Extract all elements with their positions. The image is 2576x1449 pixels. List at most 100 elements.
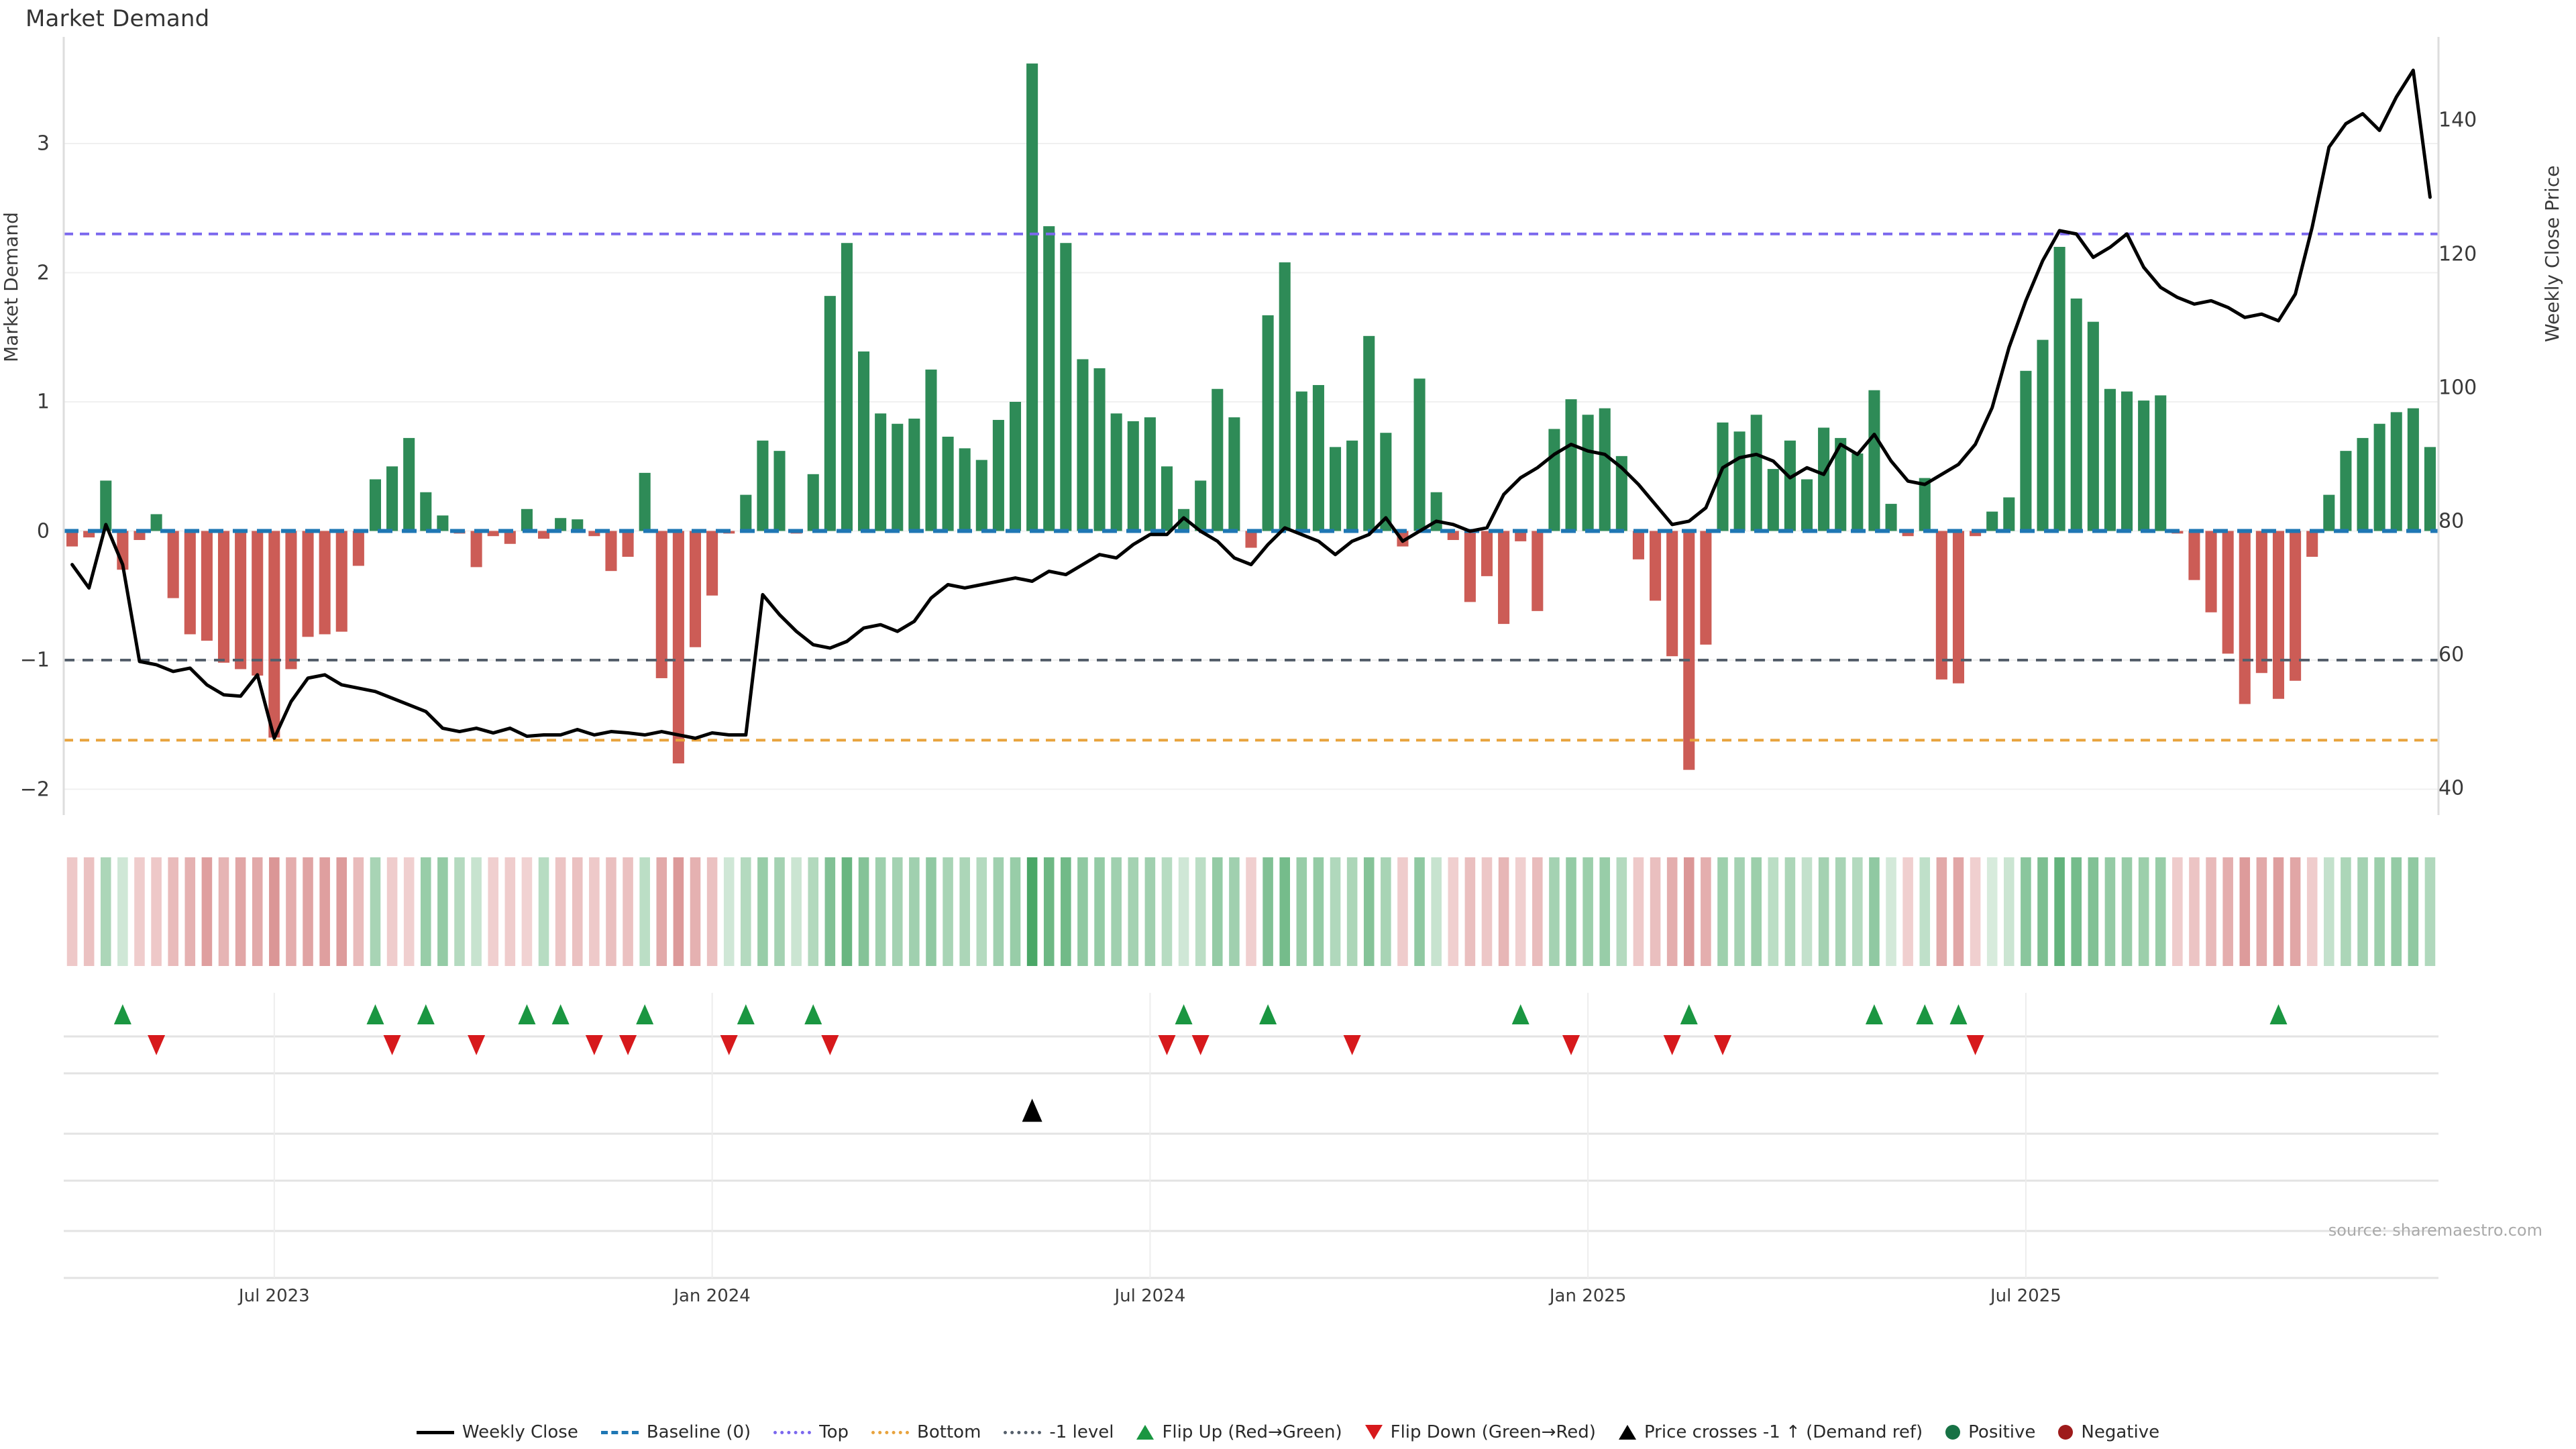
- legend-item[interactable]: Positive: [1945, 1422, 2035, 1442]
- demand-bar: [66, 531, 78, 547]
- flip-down-marker[interactable]: [585, 1035, 603, 1055]
- heatmap-cell: [1549, 857, 1560, 966]
- demand-bar: [504, 531, 516, 544]
- legend-item-label: Flip Down (Green→Red): [1390, 1422, 1596, 1442]
- demand-bar: [1397, 531, 1409, 547]
- flip-up-marker[interactable]: [113, 1004, 131, 1024]
- price-cross-marker[interactable]: [1022, 1098, 1042, 1122]
- heatmap-cell: [1061, 857, 1071, 966]
- demand-bar: [352, 531, 364, 566]
- flip-up-marker[interactable]: [366, 1004, 384, 1024]
- heatmap-cell: [1734, 857, 1745, 966]
- legend-item[interactable]: Baseline (0): [600, 1422, 751, 1442]
- heatmap-cell: [2256, 857, 2267, 966]
- dotted-orange-line-icon: [871, 1430, 910, 1434]
- demand-bar: [1986, 511, 1998, 531]
- flip-down-marker[interactable]: [821, 1035, 839, 1055]
- demand-bar: [1565, 399, 1577, 531]
- demand-bar: [487, 531, 499, 537]
- heatmap-cell: [959, 857, 970, 966]
- legend-item[interactable]: Price crosses -1 ↑ (Demand ref): [1618, 1422, 1923, 1442]
- heatmap-cell: [2037, 857, 2048, 966]
- heatmap-cell: [706, 857, 718, 966]
- heatmap-cell: [1094, 857, 1105, 966]
- flip-up-marker[interactable]: [804, 1004, 822, 1024]
- demand-bar: [1043, 226, 1055, 531]
- demand-bar: [420, 492, 432, 531]
- heatmap-cell: [1953, 857, 1964, 966]
- demand-bar: [1885, 504, 1897, 531]
- heatmap-cell: [2088, 857, 2099, 966]
- demand-bar: [1447, 531, 1459, 540]
- demand-bar: [1515, 531, 1527, 541]
- heatmap-cell: [2189, 857, 2200, 966]
- demand-bar: [1093, 368, 1106, 531]
- heatmap-cell: [2021, 857, 2031, 966]
- flip-down-marker[interactable]: [1158, 1035, 1176, 1055]
- flip-down-marker[interactable]: [1713, 1035, 1731, 1055]
- heatmap-cell: [943, 857, 953, 966]
- flip-up-marker[interactable]: [1259, 1004, 1277, 1024]
- y-tick-left: 2: [36, 261, 50, 284]
- demand-bar: [875, 413, 887, 531]
- demand-bar: [369, 479, 382, 531]
- heatmap-cell: [1650, 857, 1661, 966]
- flip-down-marker[interactable]: [619, 1035, 637, 1055]
- flip-up-marker[interactable]: [518, 1004, 536, 1024]
- heatmap-cell: [83, 857, 95, 966]
- demand-bar: [1363, 335, 1375, 531]
- flip-down-marker[interactable]: [383, 1035, 401, 1055]
- weekly-close-price-line: [70, 68, 2432, 740]
- flip-down-marker[interactable]: [468, 1035, 486, 1055]
- heatmap-cell: [1532, 857, 1543, 966]
- demand-bar: [807, 474, 819, 531]
- heatmap-cell: [572, 857, 583, 966]
- legend-item-label: Baseline (0): [646, 1422, 751, 1442]
- heatmap-cell: [723, 857, 735, 966]
- demand-bar: [1212, 388, 1224, 531]
- flip-up-marker[interactable]: [417, 1004, 435, 1024]
- flip-down-marker[interactable]: [1966, 1035, 1984, 1055]
- flip-up-marker[interactable]: [1175, 1004, 1193, 1024]
- legend-item[interactable]: Bottom: [871, 1422, 981, 1442]
- demand-bar: [908, 419, 920, 531]
- flip-down-marker[interactable]: [1663, 1035, 1681, 1055]
- demand-bar: [2390, 412, 2402, 531]
- heatmap-cell: [639, 857, 650, 966]
- flip-up-marker[interactable]: [1511, 1004, 1529, 1024]
- heatmap-cell: [2273, 857, 2284, 966]
- flip-down-marker[interactable]: [720, 1035, 738, 1055]
- flip-down-marker[interactable]: [1562, 1035, 1580, 1055]
- heatmap-cell: [656, 857, 667, 966]
- heatmap-cell: [1936, 857, 1947, 966]
- heatmap-cell: [1178, 857, 1189, 966]
- heatmap-cell: [1566, 857, 1576, 966]
- flip-up-marker[interactable]: [1680, 1004, 1698, 1024]
- flip-down-marker[interactable]: [148, 1035, 166, 1055]
- demand-bar: [1144, 417, 1156, 531]
- flip-up-marker[interactable]: [737, 1004, 755, 1024]
- flip-down-marker[interactable]: [1191, 1035, 1210, 1055]
- legend-item[interactable]: -1 level: [1004, 1422, 1114, 1442]
- flip-up-marker[interactable]: [2269, 1004, 2288, 1024]
- flip-up-marker[interactable]: [1916, 1004, 1934, 1024]
- heatmap-cell: [1043, 857, 1055, 966]
- flip-up-marker[interactable]: [1949, 1004, 1968, 1024]
- flip-down-marker[interactable]: [1343, 1035, 1361, 1055]
- legend-item[interactable]: Negative: [2058, 1422, 2159, 1442]
- flip-up-marker[interactable]: [1865, 1004, 1883, 1024]
- legend-item[interactable]: Weekly Close: [416, 1422, 578, 1442]
- demand-bar: [2290, 531, 2302, 681]
- legend-item[interactable]: Top: [773, 1422, 849, 1442]
- flip-up-marker[interactable]: [636, 1004, 654, 1024]
- heatmap-cell: [201, 857, 213, 966]
- legend-item[interactable]: Flip Down (Green→Red): [1364, 1422, 1596, 1442]
- demand-bar: [1026, 63, 1038, 531]
- demand-bar: [537, 531, 550, 539]
- legend-item[interactable]: Flip Up (Red→Green): [1136, 1422, 1342, 1442]
- demand-bar: [925, 369, 937, 531]
- flip-up-marker[interactable]: [551, 1004, 570, 1024]
- heatmap-cell: [555, 857, 566, 966]
- heatmap-cell: [1919, 857, 1931, 966]
- demand-bar: [2188, 531, 2200, 580]
